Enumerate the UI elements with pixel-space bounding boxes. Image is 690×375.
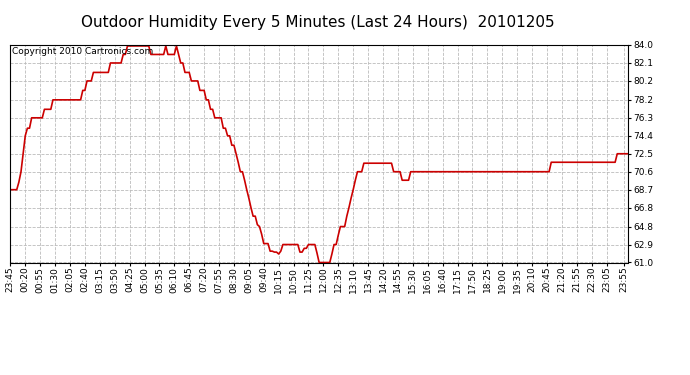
Text: Copyright 2010 Cartronics.com: Copyright 2010 Cartronics.com [12,47,153,56]
Text: Outdoor Humidity Every 5 Minutes (Last 24 Hours)  20101205: Outdoor Humidity Every 5 Minutes (Last 2… [81,15,554,30]
